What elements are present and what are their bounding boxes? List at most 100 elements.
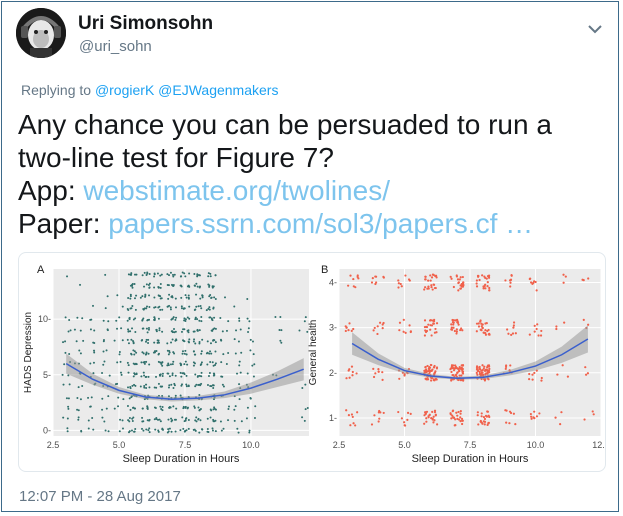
data-point xyxy=(133,353,136,356)
data-point xyxy=(131,305,134,308)
data-point xyxy=(142,327,145,330)
data-point xyxy=(146,407,149,410)
chart-panel-b: 2.5 5.0 7.5 10.0 12.5 1- 2- 3- 4- Sleep Duration … xyxy=(308,264,605,465)
data-point xyxy=(161,364,164,367)
data-point xyxy=(582,318,585,321)
data-point xyxy=(156,418,159,421)
data-point xyxy=(587,277,590,280)
data-point xyxy=(209,416,212,419)
data-point xyxy=(248,429,251,432)
data-point xyxy=(535,327,538,331)
paper-link[interactable]: papers.ssrn.com/sol3/papers.cf … xyxy=(108,208,534,239)
chevron-down-icon[interactable] xyxy=(588,24,602,34)
mention-link[interactable]: @EJWagenmakers xyxy=(158,82,279,98)
data-point xyxy=(185,385,188,388)
data-point xyxy=(127,308,130,311)
data-point xyxy=(377,420,380,423)
data-point xyxy=(87,419,90,422)
data-point xyxy=(148,363,151,366)
data-point xyxy=(403,374,406,377)
data-point xyxy=(156,272,159,275)
data-point xyxy=(233,408,236,411)
panel-label: A xyxy=(37,264,45,276)
data-point xyxy=(182,372,185,375)
data-point xyxy=(159,286,162,289)
data-point xyxy=(130,307,133,310)
data-point xyxy=(398,329,401,332)
data-point xyxy=(127,371,130,374)
data-point xyxy=(119,418,122,421)
data-point xyxy=(456,367,459,370)
data-point xyxy=(133,430,136,433)
data-point xyxy=(197,305,200,308)
data-point xyxy=(556,373,559,376)
data-point xyxy=(207,375,210,378)
data-point xyxy=(481,326,484,330)
data-point xyxy=(456,414,459,417)
data-point xyxy=(183,317,186,320)
data-point xyxy=(161,308,164,311)
data-point xyxy=(198,409,201,412)
data-point xyxy=(187,384,190,387)
data-point xyxy=(129,293,132,296)
data-point xyxy=(427,279,430,282)
app-link[interactable]: webstimate.org/twolines/ xyxy=(83,175,390,206)
data-point xyxy=(213,374,216,377)
data-point xyxy=(188,272,191,275)
data-point xyxy=(161,372,164,375)
attached-figure[interactable]: 2.5 5.0 7.5 10.0 0- 5- 10- Sleep Duration in Ho… xyxy=(18,252,606,472)
data-point xyxy=(179,284,182,287)
data-point xyxy=(240,420,243,423)
data-point xyxy=(145,386,148,389)
data-point xyxy=(194,373,197,376)
data-point xyxy=(247,327,250,330)
data-point xyxy=(143,285,146,288)
data-point xyxy=(586,372,590,375)
data-point xyxy=(400,417,404,420)
data-point xyxy=(171,372,174,375)
data-point xyxy=(187,340,190,343)
author-name[interactable]: Uri Simonsohn xyxy=(78,13,214,34)
tweet-timestamp[interactable]: 12:07 PM - 28 Aug 2017 xyxy=(19,488,181,505)
data-point xyxy=(174,374,177,377)
data-point xyxy=(246,317,249,320)
data-point xyxy=(423,288,426,291)
data-point xyxy=(159,295,162,298)
mention-link[interactable]: @rogierK xyxy=(94,82,155,98)
data-point xyxy=(227,408,230,411)
data-point xyxy=(591,410,594,413)
data-point xyxy=(246,406,249,409)
data-point xyxy=(423,319,427,322)
data-point xyxy=(68,318,71,321)
paper-line: Paper: papers.ssrn.com/sol3/papers.cf … xyxy=(18,207,608,240)
data-point xyxy=(91,304,94,307)
data-point xyxy=(563,321,566,324)
data-point xyxy=(206,363,209,366)
data-point xyxy=(509,285,512,288)
data-point xyxy=(127,419,130,422)
y-tick-label: 4- xyxy=(329,278,337,288)
data-point xyxy=(61,373,64,376)
data-point xyxy=(129,330,132,333)
data-point xyxy=(482,331,485,334)
data-point xyxy=(92,341,95,344)
data-point xyxy=(132,342,135,345)
data-point xyxy=(63,363,66,366)
data-point xyxy=(458,367,461,370)
data-point xyxy=(182,407,185,410)
data-point xyxy=(182,328,185,331)
x-tick-label: 10.0 xyxy=(242,440,260,450)
points-layer xyxy=(61,271,309,434)
data-point xyxy=(449,275,452,278)
data-point xyxy=(197,418,200,421)
data-point xyxy=(186,407,189,410)
data-point xyxy=(141,295,144,298)
data-point xyxy=(187,331,190,334)
avatar[interactable] xyxy=(16,8,66,58)
data-point xyxy=(212,408,215,411)
data-point xyxy=(199,305,202,308)
data-point xyxy=(198,341,201,344)
data-point xyxy=(452,321,455,324)
data-point xyxy=(376,325,379,328)
author-handle[interactable]: @uri_sohn xyxy=(79,38,152,55)
